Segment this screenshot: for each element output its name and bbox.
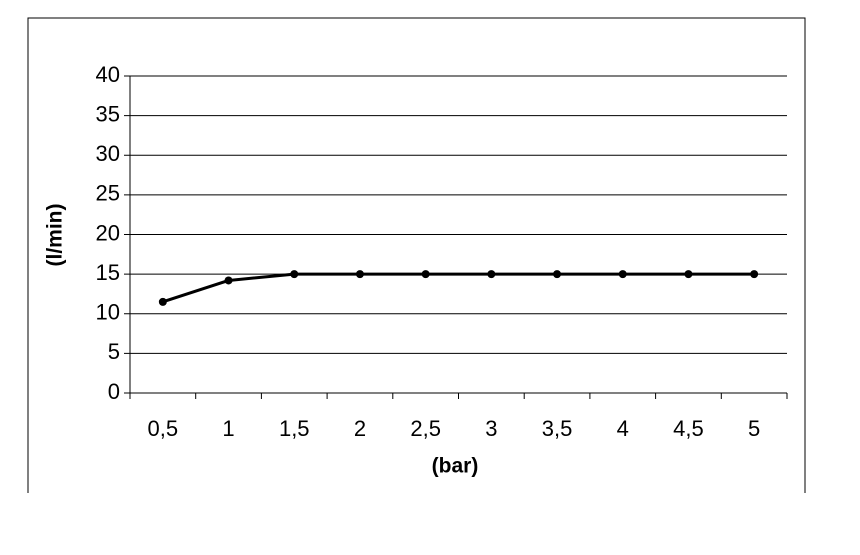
y-tick-label: 20 bbox=[96, 220, 120, 245]
y-tick-label: 30 bbox=[96, 141, 120, 166]
data-point bbox=[355, 270, 364, 279]
x-axis-title: (bar) bbox=[432, 455, 479, 478]
x-tick-label: 1,5 bbox=[279, 416, 310, 441]
x-tick-label: 2,5 bbox=[410, 416, 441, 441]
data-point bbox=[224, 276, 233, 285]
x-tick-label: 3,5 bbox=[542, 416, 573, 441]
y-tick-label: 15 bbox=[96, 260, 120, 285]
x-tick-label: 4 bbox=[617, 416, 629, 441]
y-tick-label: 0 bbox=[108, 379, 120, 404]
data-point bbox=[487, 270, 496, 279]
y-tick-label: 35 bbox=[96, 101, 120, 126]
x-tick-label: 1 bbox=[222, 416, 234, 441]
y-tick-label: 40 bbox=[96, 62, 120, 87]
data-point bbox=[618, 270, 627, 279]
y-tick-label: 10 bbox=[96, 300, 120, 325]
data-point bbox=[158, 297, 167, 306]
data-point bbox=[421, 270, 430, 279]
x-tick-label: 3 bbox=[485, 416, 497, 441]
data-point bbox=[553, 270, 562, 279]
y-axis-title: (l/min) bbox=[44, 204, 67, 267]
y-tick-label: 25 bbox=[96, 181, 120, 206]
x-tick-label: 5 bbox=[748, 416, 760, 441]
frame-cut bbox=[20, 493, 820, 555]
x-tick-label: 2 bbox=[354, 416, 366, 441]
x-tick-label: 4,5 bbox=[673, 416, 704, 441]
y-tick-label: 5 bbox=[108, 339, 120, 364]
data-point bbox=[750, 270, 759, 279]
data-line bbox=[162, 272, 755, 304]
data-point bbox=[290, 270, 299, 279]
x-tick-label: 0,5 bbox=[148, 416, 179, 441]
data-point bbox=[684, 270, 693, 279]
